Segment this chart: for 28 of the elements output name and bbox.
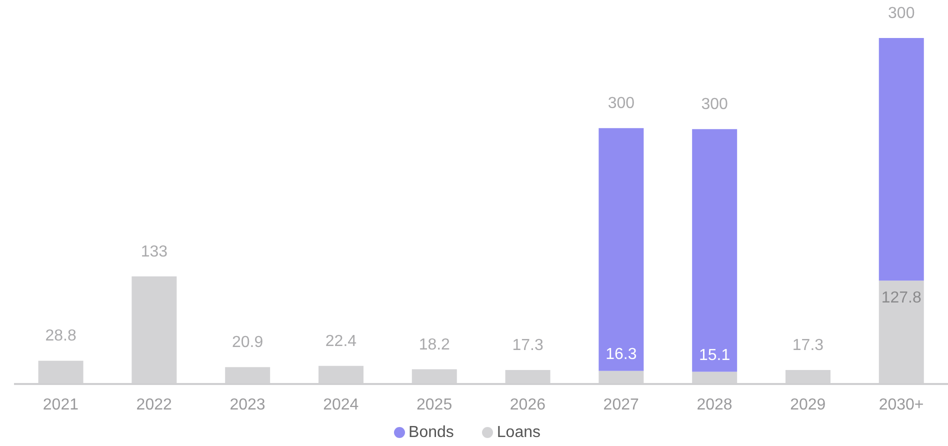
legend-label: Bonds: [408, 424, 454, 441]
data-label: 22.4: [325, 332, 357, 350]
data-label: 300: [888, 5, 915, 22]
bar: [598, 128, 644, 371]
x-tick-label: 2029: [790, 396, 826, 414]
x-tick-label: 2025: [416, 396, 452, 414]
data-label: 127.8: [881, 290, 922, 307]
data-label: 28.8: [45, 328, 76, 345]
x-tick-label: 2022: [136, 396, 172, 414]
data-label: 15.1: [699, 346, 730, 364]
x-tick-label: 2028: [696, 396, 732, 414]
data-label: 300: [701, 96, 728, 114]
data-label: 133: [140, 243, 168, 260]
x-tick-label: 2026: [510, 396, 546, 414]
x-tick-label: 2021: [42, 396, 79, 414]
x-tick-label: 2024: [323, 396, 359, 414]
x-tick-label: 2027: [603, 396, 639, 414]
data-label: 17.3: [512, 337, 544, 354]
data-label: 20.9: [232, 334, 264, 352]
bar: [878, 38, 924, 281]
data-label: 16.3: [606, 346, 637, 363]
x-tick-label: 2030+: [878, 396, 924, 414]
legend-label: Loans: [496, 424, 540, 441]
data-label: 18.2: [418, 336, 450, 354]
data-label: 17.3: [792, 337, 824, 354]
x-tick-label: 2023: [230, 396, 266, 414]
bar: [692, 129, 738, 372]
data-label: 300: [608, 95, 635, 112]
